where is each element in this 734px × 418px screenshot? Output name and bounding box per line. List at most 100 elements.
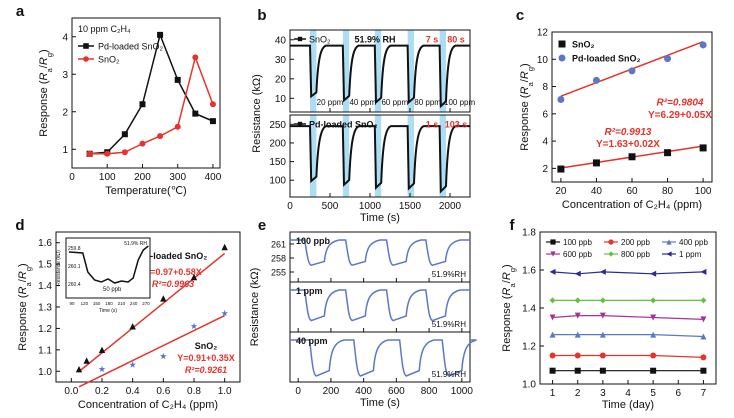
inset-tick-label: 270 bbox=[142, 301, 150, 306]
data-point bbox=[574, 331, 581, 338]
concentration-label: 100 ppb bbox=[296, 236, 331, 246]
x-tick-label: 80 bbox=[662, 186, 674, 197]
legend-marker bbox=[608, 251, 614, 257]
y-tick-label: 1.0 bbox=[522, 380, 536, 391]
data-point bbox=[599, 268, 606, 275]
panel-label: c bbox=[516, 7, 524, 24]
x-tick-label: 400 bbox=[205, 172, 222, 183]
legend-label: 400 ppb bbox=[679, 238, 708, 247]
y-tick-label: 261 bbox=[271, 240, 286, 250]
fit-r2: R²=0.9261 bbox=[185, 365, 227, 375]
inset-tick-label: 260.4 bbox=[68, 282, 81, 288]
plot-frame bbox=[289, 114, 471, 198]
legend-marker bbox=[550, 251, 556, 257]
series-line bbox=[552, 271, 704, 275]
data-point bbox=[129, 323, 136, 330]
x-tick-label: 6 bbox=[676, 388, 682, 399]
inset-tick-label: 90 bbox=[69, 301, 75, 306]
legend-label: 200 ppb bbox=[621, 238, 650, 247]
y-tick-label: 100 bbox=[269, 176, 286, 187]
data-point bbox=[599, 331, 606, 338]
x-tick-label: 1 bbox=[550, 388, 556, 399]
inset-tick-label: 240 bbox=[130, 301, 138, 306]
inset-tick-label: 120 bbox=[81, 301, 89, 306]
data-point bbox=[75, 365, 83, 373]
data-point bbox=[83, 357, 90, 364]
data-point bbox=[121, 149, 128, 156]
data-point bbox=[129, 361, 136, 368]
x-tick-label: 1000 bbox=[359, 201, 382, 212]
panel-label: d bbox=[15, 217, 24, 234]
y-tick-label: 4 bbox=[62, 32, 68, 43]
panel-label: a bbox=[16, 3, 25, 20]
inset-tick-label: 150 bbox=[93, 301, 101, 306]
y-tick-label: 20 bbox=[275, 74, 287, 85]
inset-tick-label: 210 bbox=[118, 301, 126, 306]
data-point bbox=[139, 140, 146, 147]
y-tick-label: 200 bbox=[269, 138, 286, 149]
data-point bbox=[192, 110, 199, 117]
data-point bbox=[574, 367, 581, 374]
data-point bbox=[98, 346, 106, 354]
inset-tick-label: 260.1 bbox=[68, 264, 81, 270]
data-point bbox=[574, 270, 581, 277]
data-point bbox=[160, 352, 167, 360]
fit-equation: Y=6.29+0.05X bbox=[648, 110, 712, 121]
x-tick-label: 400 bbox=[355, 386, 372, 397]
y-axis-label: Resistance (kΩ) bbox=[249, 268, 261, 347]
data-point bbox=[700, 316, 707, 323]
legend-label: 800 ppb bbox=[621, 250, 650, 259]
y-tick-label: 1.6 bbox=[522, 266, 536, 277]
x-tick-label: 1500 bbox=[399, 201, 422, 212]
data-point bbox=[98, 365, 106, 372]
data-point bbox=[104, 150, 111, 157]
data-point bbox=[700, 333, 707, 340]
concentration-label: 40 ppm bbox=[296, 336, 328, 346]
data-point bbox=[700, 354, 707, 361]
x-tick-label: 0 bbox=[69, 172, 75, 183]
series-line bbox=[552, 334, 704, 338]
data-point bbox=[599, 297, 606, 304]
y-tick-label: 258 bbox=[271, 254, 286, 264]
exposure-band bbox=[407, 115, 414, 197]
y-tick-label: 10 bbox=[537, 55, 549, 66]
legend-marker bbox=[558, 40, 566, 48]
y-tick-label: 1.2 bbox=[38, 324, 52, 335]
data-point bbox=[650, 352, 657, 359]
response-time: 7 s bbox=[426, 35, 439, 45]
exposure-band bbox=[439, 30, 446, 112]
y-tick-label: 1.6 bbox=[38, 238, 52, 249]
data-point bbox=[574, 312, 581, 319]
x-axis-label: Concentration of C₂H₄ (ppm) bbox=[562, 199, 702, 211]
y-tick-label: 1.8 bbox=[522, 228, 536, 239]
legend-label: Pd-loaded SnO₂ bbox=[572, 54, 641, 64]
fit-r2: R²=0.9913 bbox=[605, 127, 652, 138]
data-point bbox=[699, 144, 707, 152]
y-tick-label: 250 bbox=[269, 120, 286, 131]
y-tick-label: 150 bbox=[269, 157, 286, 168]
legend-marker bbox=[297, 121, 303, 127]
data-point bbox=[157, 133, 164, 140]
x-tick-label: 1000 bbox=[451, 386, 474, 397]
y-tick-label: 8 bbox=[542, 82, 548, 93]
legend-label: 600 ppb bbox=[563, 250, 592, 259]
x-tick-label: 2000 bbox=[439, 201, 462, 212]
data-point bbox=[650, 297, 657, 304]
inset-tick-label: 180 bbox=[105, 301, 113, 306]
y-tick-label: 3 bbox=[62, 70, 68, 81]
plot-frame bbox=[289, 331, 471, 383]
legend-label: 1 ppm bbox=[679, 250, 702, 259]
data-point bbox=[221, 243, 228, 251]
series-line bbox=[89, 32, 214, 155]
x-tick-label: 60 bbox=[626, 186, 638, 197]
data-point bbox=[650, 367, 657, 374]
x-tick-label: 0 bbox=[287, 201, 293, 212]
y-tick-label: 6 bbox=[542, 109, 548, 120]
legend-marker bbox=[550, 239, 556, 245]
y-tick-label: 4 bbox=[542, 137, 548, 148]
x-tick-label: 3 bbox=[600, 388, 606, 399]
x-tick-label: 800 bbox=[421, 386, 438, 397]
exposure-band bbox=[342, 30, 350, 112]
y-axis-label: Response (Ra/Rg) bbox=[38, 49, 54, 136]
x-tick-label: 100 bbox=[99, 172, 116, 183]
